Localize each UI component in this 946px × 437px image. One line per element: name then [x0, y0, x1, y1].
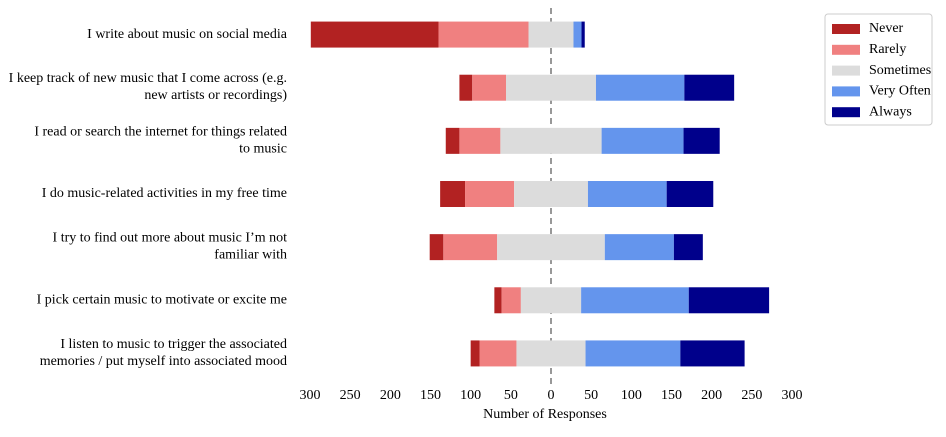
x-tick-label: 100: [621, 388, 642, 403]
bar-segment: [494, 287, 502, 314]
legend-swatch: [832, 65, 860, 76]
y-tick-label: I write about music on social media: [87, 27, 288, 42]
y-tick-label: I do music-related activities in my free…: [42, 186, 287, 201]
legend-label: Sometimes: [869, 63, 931, 78]
bar-segment: [501, 287, 521, 314]
legend-swatch: [832, 44, 860, 55]
x-tick-label: 250: [340, 388, 361, 403]
bar-segment: [595, 74, 685, 101]
bar-segment: [500, 127, 602, 154]
bar-segment: [445, 127, 460, 154]
legend-box: [824, 13, 933, 126]
y-tick-label: I try to find out more about music I’m n…: [53, 231, 288, 263]
x-tick-label: 200: [701, 388, 722, 403]
x-tick-label: 150: [420, 388, 441, 403]
y-tick-label: I keep track of new music that I come ac…: [9, 71, 288, 103]
legend-label: Always: [869, 104, 912, 119]
bar-segment: [440, 181, 466, 207]
bar-segment: [601, 127, 684, 154]
legend-swatch: [832, 24, 860, 34]
bar-segment: [587, 181, 667, 207]
bar-segment: [581, 21, 585, 48]
x-tick-label: 50: [584, 388, 598, 403]
x-axis-label: Number of Responses: [483, 407, 607, 422]
legend-swatch: [832, 86, 860, 97]
bar-segment: [516, 340, 586, 367]
y-tick-label: I listen to music to trigger the associa…: [40, 337, 287, 369]
bar-segment: [673, 234, 703, 261]
bar-segment: [443, 234, 498, 261]
x-tick-label: 100: [460, 388, 481, 403]
legend-label: Very Often: [869, 84, 931, 99]
bar-segment: [470, 340, 480, 367]
bar-segment: [680, 340, 745, 367]
legend-swatch: [832, 107, 860, 118]
x-tick-label: 300: [782, 388, 803, 403]
bar-segment: [688, 287, 770, 314]
bar-segment: [683, 127, 720, 154]
y-tick-label: I pick certain music to motivate or exci…: [37, 293, 287, 308]
bar-segment: [581, 287, 689, 314]
bar-segment: [684, 74, 735, 101]
bar-segment: [506, 74, 596, 101]
bar-segment: [528, 21, 574, 48]
bar-segment: [310, 21, 439, 48]
bar-segment: [465, 181, 515, 207]
x-tick-label: 150: [661, 388, 682, 403]
y-tick-label: I read or search the internet for things…: [34, 125, 287, 157]
x-tick-label: 50: [504, 388, 518, 403]
bar-segment: [514, 181, 588, 207]
legend-label: Never: [869, 21, 904, 36]
bar-segment: [459, 74, 473, 101]
bar-segment: [585, 340, 681, 367]
bar-segment: [497, 234, 605, 261]
bar-segment: [666, 181, 714, 207]
bar-segment: [429, 234, 444, 261]
legend-label: Rarely: [869, 42, 906, 57]
x-tick-label: 200: [380, 388, 401, 403]
x-tick-label: 300: [300, 388, 321, 403]
bar-segment: [573, 21, 582, 48]
bar-segment: [459, 127, 501, 154]
bar-segment: [520, 287, 582, 314]
bar-segment: [604, 234, 674, 261]
bar-segment: [438, 21, 529, 48]
x-tick-label: 0: [548, 388, 555, 403]
bar-segment: [472, 74, 507, 101]
bar-segment: [479, 340, 517, 367]
x-tick-label: 250: [741, 388, 762, 403]
